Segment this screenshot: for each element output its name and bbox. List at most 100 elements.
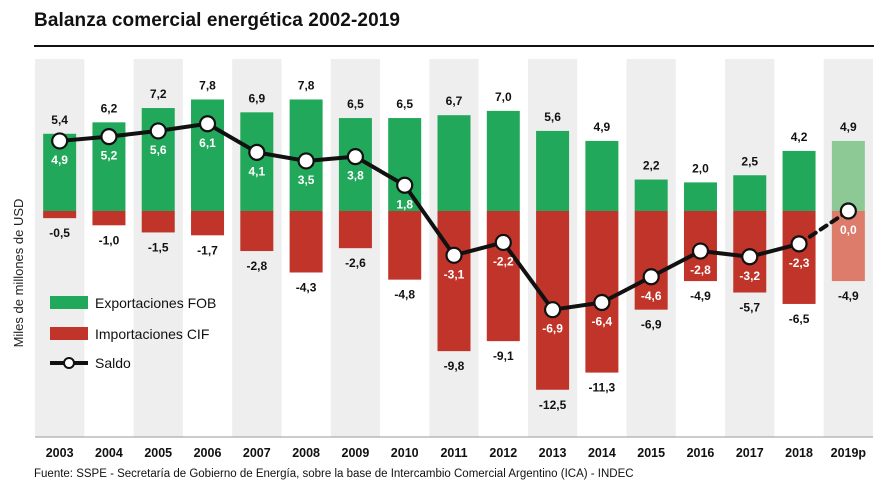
export-bar — [831, 140, 865, 211]
import-bar — [782, 211, 816, 304]
import-label: -1,0 — [99, 233, 120, 247]
x-tick-label: 2006 — [194, 446, 222, 460]
saldo-label: 0,0 — [840, 223, 857, 237]
import-label: -4,9 — [838, 289, 859, 303]
import-label: -5,7 — [739, 301, 760, 315]
import-label: -9,1 — [493, 349, 514, 363]
export-label: 5,6 — [544, 110, 561, 124]
saldo-point — [445, 246, 463, 264]
import-bar — [831, 211, 865, 282]
export-label: 7,8 — [199, 78, 216, 92]
import-bar — [536, 211, 570, 390]
import-label: -6,9 — [641, 318, 662, 332]
import-label: -2,8 — [246, 259, 267, 273]
saldo-segment — [402, 183, 456, 258]
import-label: -4,9 — [690, 289, 711, 303]
export-bar — [536, 130, 570, 211]
export-bar — [585, 140, 619, 211]
saldo-point — [198, 115, 217, 133]
export-bar — [683, 182, 717, 211]
saldo-label: -2,8 — [690, 263, 711, 277]
saldo-segment — [205, 121, 259, 155]
saldo-point — [494, 233, 512, 252]
export-label: 7,0 — [495, 90, 512, 104]
export-label: 5,4 — [51, 113, 68, 127]
import-label: -1,7 — [197, 243, 218, 257]
saldo-point — [346, 148, 365, 166]
saldo-label: -3,2 — [739, 269, 760, 283]
title-rule — [34, 45, 874, 47]
x-tick-label: 2008 — [292, 446, 320, 460]
export-bar — [388, 118, 422, 211]
x-tick-label: 2007 — [243, 446, 271, 460]
export-label: 4,2 — [791, 130, 808, 144]
import-bar — [240, 211, 274, 252]
x-tick-label: 2019p — [831, 446, 867, 460]
saldo-point — [790, 235, 808, 253]
y-axis-label: Miles de millones de USD — [11, 199, 26, 348]
import-label: -4,8 — [394, 288, 415, 302]
saldo-point — [593, 293, 611, 312]
x-tick-label: 2012 — [489, 446, 517, 460]
import-bar — [388, 211, 422, 280]
bar-labels: 5,4 -0,5 6,2 -1,0 7,2 -1,5 7,8 -1,7 6,9 -2,8 7,8 -4… — [49, 78, 859, 411]
saldo-label: 3,5 — [298, 173, 315, 187]
import-bar — [634, 211, 668, 310]
import-bar — [141, 211, 175, 233]
legend-label-exports: Exportaciones FOB — [95, 295, 216, 311]
x-tick-label: 2003 — [46, 446, 74, 460]
saldo-point — [543, 301, 562, 319]
export-label: 6,2 — [101, 101, 118, 115]
saldo-point — [149, 122, 167, 140]
export-bar — [733, 175, 767, 211]
import-label: -4,3 — [296, 280, 317, 294]
saldo-label: 5,6 — [150, 143, 167, 157]
import-label: -1,5 — [148, 240, 169, 254]
export-label: 4,9 — [594, 120, 611, 134]
import-bar — [486, 211, 520, 342]
legend-swatch-imports — [50, 327, 88, 340]
legend: Exportaciones FOB Importaciones CIF Saldo — [50, 295, 216, 371]
export-label: 2,2 — [643, 159, 660, 173]
export-bar — [240, 112, 274, 211]
saldo-label: -6,9 — [542, 322, 563, 336]
saldo-label: 6,1 — [199, 136, 216, 150]
saldo-point — [396, 176, 414, 194]
import-bar — [338, 211, 372, 249]
import-bar — [289, 211, 323, 273]
import-label: -2,6 — [345, 256, 366, 270]
x-tick-label: 2005 — [144, 446, 172, 460]
saldo-point — [839, 202, 857, 220]
saldo-point — [691, 242, 710, 260]
x-tick-label: 2017 — [736, 446, 764, 460]
import-bar — [43, 211, 77, 219]
export-bar — [437, 115, 471, 211]
source-note: Fuente: SSPE - Secretaría de Gobierno de… — [34, 468, 634, 480]
saldo-label: 4,9 — [51, 153, 68, 167]
export-label: 6,5 — [396, 97, 413, 111]
saldo-point — [248, 143, 266, 161]
x-axis: 2003 2004 2005 2006 2007 2008 2009 2010 2011 2012… — [35, 436, 873, 460]
export-label: 7,2 — [150, 87, 167, 101]
legend-marker-saldo — [63, 357, 75, 369]
x-tick-label: 2016 — [687, 446, 715, 460]
export-label: 2,0 — [692, 161, 709, 175]
import-bar — [585, 211, 619, 373]
import-label: -9,8 — [444, 359, 465, 373]
saldo-point — [642, 268, 660, 286]
x-tick-label: 2010 — [391, 446, 419, 460]
saldo-label: -2,2 — [493, 254, 514, 268]
import-label: -11,3 — [589, 381, 616, 395]
saldo-point — [100, 128, 118, 146]
saldo-label: -4,6 — [641, 289, 662, 303]
saldo-line: 4,9 5,2 5,6 6,1 4,1 3,5 3,8 1,8 -3,1 -2,2 -6,9 -6,4… — [51, 115, 857, 336]
saldo-segment — [353, 154, 407, 188]
export-label: 6,9 — [248, 91, 265, 105]
export-bar — [486, 110, 520, 211]
saldo-point — [741, 248, 759, 266]
saldo-label: 1,8 — [396, 197, 413, 211]
import-label: -6,5 — [789, 312, 810, 326]
import-label: -0,5 — [49, 226, 70, 240]
x-tick-label: 2011 — [440, 446, 467, 460]
